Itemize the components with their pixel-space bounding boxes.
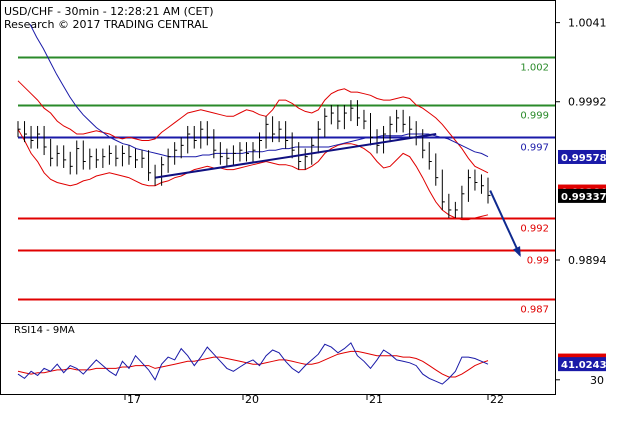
- rsi-value-box: [558, 357, 606, 372]
- copyright-text: Research © 2017 TRADING CENTRAL: [4, 18, 208, 31]
- level-label: 1.002: [520, 63, 549, 74]
- y-tick-label: 0.9992: [568, 96, 607, 109]
- value-box-label: 0.99337: [561, 192, 607, 203]
- trendline: [155, 133, 437, 179]
- y-tick-label: 1.0041: [568, 17, 607, 30]
- level-label: 0.999: [520, 111, 549, 122]
- x-tick-label: 17: [127, 393, 141, 406]
- rsi-panel-label: RSI14 - 9MA: [14, 325, 75, 336]
- x-tick-label: 20: [245, 393, 259, 406]
- forecast-arrow-head: [512, 246, 521, 257]
- x-tick-label: 21: [369, 393, 383, 406]
- level-label: 0.99: [527, 256, 549, 267]
- rsi-line: [17, 342, 489, 385]
- rsi-value-box-label: 41.0243: [561, 360, 607, 371]
- x-tick-label: 22: [490, 393, 504, 406]
- value-box: [558, 149, 606, 164]
- level-label: 0.987: [520, 305, 549, 316]
- value-box-label: 0.99578: [561, 153, 607, 164]
- rsi-ma-line: [17, 350, 489, 378]
- chart-title: USD/CHF - 30min - 12:28:21 AM (CET): [4, 5, 214, 18]
- chart-frame: [0, 0, 556, 395]
- bollinger-upper-line: [17, 80, 489, 174]
- value-box: [558, 188, 606, 203]
- rsi-y-tick-label: 30: [590, 374, 604, 387]
- level-label: 0.992: [520, 224, 549, 235]
- level-label: 0.997: [520, 143, 549, 154]
- y-tick-label: 0.9894: [568, 254, 607, 267]
- bollinger-lower-line: [17, 128, 489, 221]
- moving-average-line: [29, 23, 489, 158]
- forecast-arrow: [489, 190, 521, 256]
